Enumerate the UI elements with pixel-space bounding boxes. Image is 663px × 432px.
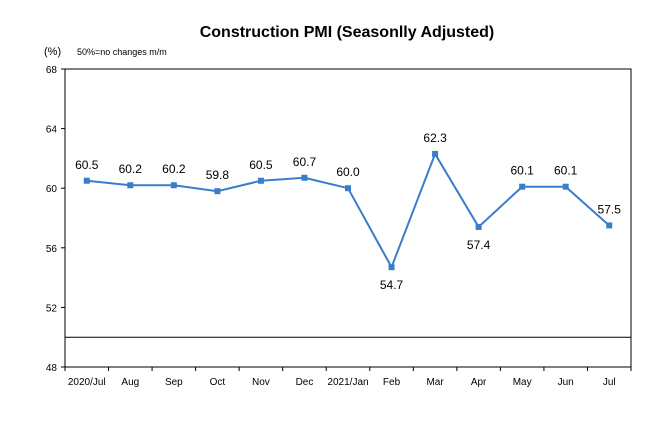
y-tick-label: 56: [46, 244, 58, 255]
x-tick-label: Feb: [383, 377, 401, 388]
y-axis: 48 52 56 60 64 68: [46, 65, 65, 374]
x-tick-label: Aug: [121, 377, 139, 388]
y-tick-label: 52: [46, 303, 58, 314]
pmi-series: [83, 150, 613, 271]
y-tick-label: 68: [46, 65, 58, 76]
data-point-marker: [170, 182, 177, 189]
x-tick-label: Jul: [603, 377, 616, 388]
x-tick-label: Sep: [165, 377, 183, 388]
data-label: 60.1: [510, 164, 534, 178]
data-label: 60.2: [119, 162, 143, 176]
data-label: 54.7: [380, 278, 404, 292]
y-tick-label: 60: [46, 184, 58, 195]
data-point-marker: [127, 182, 134, 189]
data-point-marker: [606, 222, 613, 229]
data-label: 59.8: [206, 168, 230, 182]
data-point-marker: [257, 177, 264, 184]
data-point-marker: [562, 183, 569, 190]
data-label: 60.0: [336, 165, 360, 179]
plot-area-frame: [64, 68, 632, 368]
data-point-marker: [214, 188, 221, 195]
x-tick-label: Oct: [210, 377, 226, 388]
data-label: 57.4: [467, 238, 491, 252]
x-tick-label: Dec: [296, 377, 314, 388]
y-tick-label: 48: [46, 363, 58, 374]
data-point-marker: [301, 174, 308, 181]
x-tick-label: Jun: [558, 377, 574, 388]
data-point-marker: [83, 177, 90, 184]
data-label: 60.7: [293, 155, 317, 169]
data-label: 57.5: [598, 202, 622, 216]
chart-note: 50%=no changes m/m: [77, 47, 167, 57]
data-point-marker: [388, 264, 395, 271]
x-tick-label: May: [513, 377, 532, 388]
x-tick-label: 2020/Jul: [68, 377, 106, 388]
data-label: 60.5: [249, 158, 273, 172]
data-label: 60.1: [554, 164, 578, 178]
data-point-marker: [519, 183, 526, 190]
y-unit-label: (%): [44, 46, 61, 58]
data-label: 62.3: [423, 131, 447, 145]
x-tick-label: 2021/Jan: [327, 377, 368, 388]
data-point-marker: [432, 150, 439, 157]
y-tick-label: 64: [46, 125, 58, 136]
x-tick-label: Mar: [426, 377, 444, 388]
data-label: 60.2: [162, 162, 186, 176]
x-tick-label: Apr: [471, 377, 487, 388]
x-axis: 2020/Jul Aug Sep Oct Nov Dec 2021/Jan Feb Mar Apr…: [64, 367, 632, 388]
data-point-marker: [345, 185, 351, 192]
x-tick-label: Nov: [252, 377, 270, 388]
chart-title: Construction PMI (Seasonlly Adjusted): [200, 24, 495, 41]
data-label: 60.5: [75, 158, 99, 172]
data-labels: 60.5 60.2 60.2 59.8 60.5 60.7 60.0 54.7 62.3 57.4…: [75, 131, 621, 292]
data-point-marker: [475, 223, 482, 230]
